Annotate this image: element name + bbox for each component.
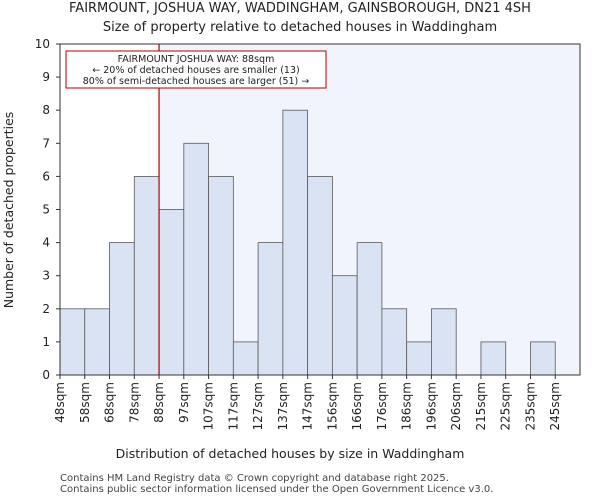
x-tick-label: 127sqm [251, 382, 265, 430]
annotation-line-3: 80% of semi-detached houses are larger (… [83, 76, 310, 87]
x-tick-label: 206sqm [449, 382, 463, 430]
annotation-box: FAIRMOUNT JOSHUA WAY: 88sqm ← 20% of det… [65, 50, 327, 89]
x-tick-label: 137sqm [276, 382, 290, 430]
y-tick-label: 9 [42, 70, 50, 84]
bar-107sqm [208, 175, 234, 376]
bar-235sqm [530, 341, 556, 376]
plot-frame [59, 43, 581, 376]
x-tick-label: 176sqm [375, 382, 389, 430]
x-tick-label: 117sqm [226, 382, 240, 430]
bar-117sqm [232, 341, 259, 376]
y-tick-label: 1 [42, 335, 50, 349]
bar-215sqm [480, 341, 507, 376]
x-axis: 48sqm 58sqm 68sqm 78sqm 88sqm 97sqm 107sqm 117s… [53, 375, 562, 430]
bar-147sqm [307, 175, 333, 376]
y-tick-label: 4 [42, 236, 50, 250]
footer-line-2: Contains public sector information licen… [60, 484, 494, 495]
bar-196sqm [431, 308, 457, 376]
x-tick-label: 78sqm [127, 382, 141, 423]
x-tick-label: 58sqm [78, 382, 92, 423]
bar-166sqm [356, 242, 383, 376]
y-tick-label: 0 [42, 368, 50, 382]
bar-156sqm [331, 275, 358, 376]
x-tick-label: 225sqm [499, 382, 513, 430]
chart-title: FAIRMOUNT, JOSHUA WAY, WADDINGHAM, GAINS… [69, 1, 531, 16]
bar-137sqm [282, 109, 309, 376]
y-tick-label: 7 [42, 136, 50, 150]
y-tick-label: 2 [42, 302, 50, 316]
x-tick-label: 235sqm [523, 382, 537, 430]
annotation-line-1: FAIRMOUNT JOSHUA WAY: 88sqm [118, 54, 275, 65]
chart-subtitle: Size of property relative to detached ho… [102, 20, 498, 35]
x-tick-label: 186sqm [400, 382, 414, 430]
x-tick-label: 88sqm [152, 382, 166, 423]
y-tick-label: 8 [42, 103, 50, 117]
x-tick-label: 215sqm [474, 382, 488, 430]
bar-97sqm [183, 142, 209, 376]
x-tick-label: 68sqm [103, 382, 117, 423]
footer-line-1: Contains HM Land Registry data © Crown c… [60, 473, 449, 484]
x-tick-label: 196sqm [424, 382, 438, 430]
x-tick-label: 147sqm [301, 382, 315, 430]
bar-48sqm [59, 308, 86, 376]
y-axis-label: Number of detached properties [1, 112, 16, 309]
x-tick-label: 156sqm [325, 382, 339, 430]
bar-88sqm [158, 209, 185, 376]
bar-58sqm [84, 308, 110, 376]
annotation-line-2: ← 20% of detached houses are smaller (13… [92, 65, 299, 76]
y-tick-label: 5 [42, 203, 50, 217]
y-tick-label: 3 [42, 269, 50, 283]
bar-127sqm [257, 242, 284, 376]
x-tick-label: 97sqm [177, 382, 191, 423]
x-tick-label: 245sqm [548, 382, 562, 430]
y-tick-label: 6 [42, 169, 50, 183]
x-tick-label: 166sqm [350, 382, 364, 430]
bar-68sqm [109, 242, 135, 376]
x-tick-label: 48sqm [53, 382, 67, 423]
bar-176sqm [381, 308, 408, 376]
x-axis-label: Distribution of detached houses by size … [116, 446, 465, 461]
x-tick-label: 107sqm [202, 382, 216, 430]
bar-186sqm [406, 341, 432, 376]
y-axis: 0 1 2 3 4 5 6 7 8 9 10 [35, 37, 60, 382]
annotation-border [65, 50, 327, 89]
y-tick-label: 10 [35, 37, 50, 51]
bar-78sqm [133, 175, 160, 376]
